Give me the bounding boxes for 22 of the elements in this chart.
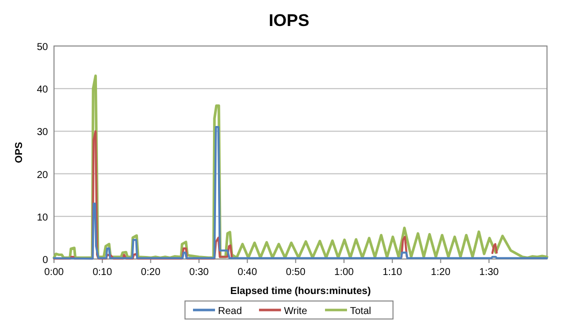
y-tick-label: 30 [36,127,48,138]
y-tick-label: 50 [36,42,48,53]
x-tick-label: 1:10 [382,267,402,278]
y-tick-label: 20 [36,170,48,181]
x-tick-label: 0:50 [286,267,306,278]
legend-label: Read [218,306,242,317]
y-tick-label: 10 [36,212,48,224]
x-tick-label: 0:30 [189,267,210,278]
legend-label: Write [284,306,308,317]
x-tick-label: 1:30 [479,267,500,278]
x-tick-label: 0:10 [92,267,112,278]
x-tick-label: 1:00 [334,267,354,278]
x-axis-title: Elapsed time (hours:minutes) [230,286,371,297]
x-tick-label: 0:40 [238,267,258,278]
x-tick-label: 1:20 [430,267,451,278]
x-tick-label: 0:20 [140,267,161,278]
y-axis-title: OPS [14,142,25,164]
x-tick-label: 0:00 [44,267,64,278]
y-tick-label: 40 [36,84,48,96]
chart-title: IOPS [268,11,310,30]
y-tick-label: 0 [42,255,48,266]
legend-label: Total [350,306,372,317]
